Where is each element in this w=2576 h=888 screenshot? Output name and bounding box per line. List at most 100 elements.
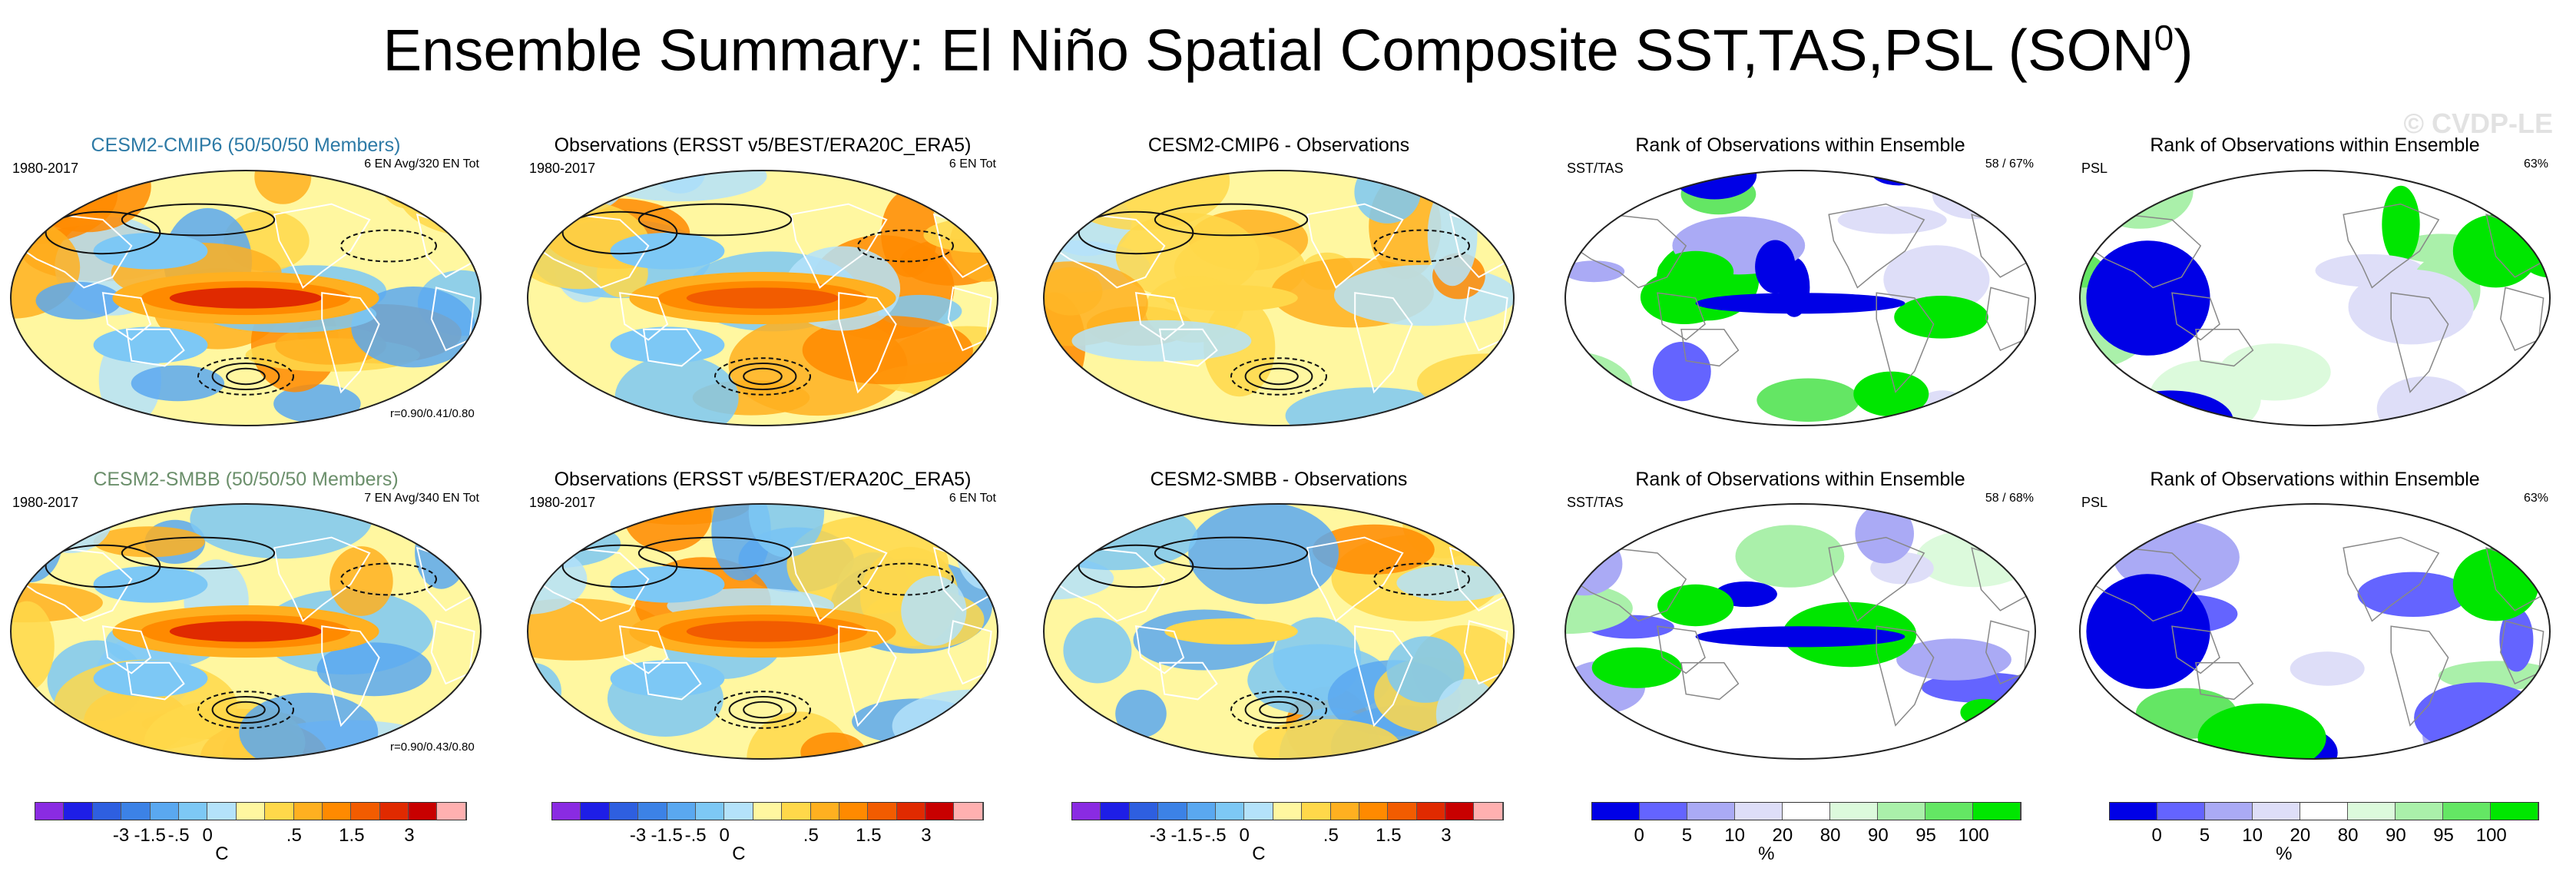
rank-patch-major <box>2086 574 2210 689</box>
rank-patch-major <box>2452 548 2539 621</box>
colorbar-segment <box>64 803 93 820</box>
psl-contour <box>1259 701 1299 719</box>
panel-right-label: 58 / 68% <box>1985 492 2034 505</box>
rank-patch-major <box>1695 626 1906 648</box>
map-border <box>526 170 999 426</box>
coastline <box>1828 203 1925 289</box>
diff-patch <box>1164 285 1298 311</box>
anomaly-patch <box>881 190 938 277</box>
colorbar <box>551 802 984 820</box>
psl-contour <box>637 203 793 237</box>
colorbar-segment <box>1129 803 1159 820</box>
colorbar-segment <box>552 803 581 820</box>
enso-tongue-core <box>169 287 323 309</box>
anomaly-patch <box>1435 678 1501 750</box>
main-title-close: ) <box>2174 18 2194 84</box>
rank-patch <box>1855 504 1915 564</box>
colorbar-units: % <box>1758 843 1775 864</box>
coastline <box>1680 329 1740 367</box>
colorbar-segment <box>1973 803 2021 820</box>
rank-patch <box>1565 260 1625 283</box>
colorbar-segment <box>437 803 466 820</box>
colorbar <box>1071 802 1504 820</box>
rank-patch <box>1735 525 1845 588</box>
colorbar <box>1591 802 2021 820</box>
anomaly-patch <box>624 504 712 552</box>
colorbar-segment <box>1687 803 1735 820</box>
psl-contour <box>211 696 280 724</box>
panel-left-label: SST/TAS <box>1567 161 1624 176</box>
psl-contour <box>121 536 276 570</box>
colorbar-tick-label: 3 <box>1441 825 1452 846</box>
coastline <box>1828 536 1925 622</box>
enso-tongue-core <box>686 621 839 642</box>
coastline <box>321 292 380 394</box>
colorbar-tick-label: 0 <box>719 825 730 846</box>
colorbar-segment <box>1783 803 1830 820</box>
psl-contour <box>743 367 783 386</box>
colorbar-tick-label: 0 <box>2151 825 2162 846</box>
coastline <box>1463 620 1508 685</box>
rank-patch <box>1853 371 1929 417</box>
colorbar-segment <box>638 803 667 820</box>
coastline <box>2195 329 2254 367</box>
colorbar-tick-label: -3 <box>629 825 647 846</box>
panel-correlation: r=0.90/0.41/0.80 <box>390 407 475 420</box>
psl-contour <box>1230 691 1327 729</box>
main-title: Ensemble Summary: El Niño Spatial Compos… <box>0 17 2576 84</box>
coastline <box>1158 661 1218 701</box>
rank-patch-major <box>1657 584 1734 627</box>
psl-contour <box>1230 357 1327 396</box>
coastline <box>947 620 992 685</box>
diff-patch <box>1164 618 1298 644</box>
anomaly-patch <box>329 546 393 616</box>
coastline <box>1657 625 1706 674</box>
colorbar-tick-label: 100 <box>2475 825 2507 846</box>
panel-title: CESM2-SMBB - Observations <box>1150 469 1408 490</box>
psl-contour <box>1244 363 1313 390</box>
colorbar-tick-label: 95 <box>2433 825 2454 846</box>
colorbar-segment <box>2253 803 2300 820</box>
rank-patch <box>2452 392 2550 426</box>
colorbar-units: C <box>1252 843 1266 864</box>
psl-contour <box>857 229 954 263</box>
colorbar-tick-label: 3 <box>404 825 415 846</box>
map-border <box>9 170 482 426</box>
coastline <box>1306 536 1404 622</box>
panel-title: CESM2-CMIP6 (50/50/50 Members) <box>91 134 401 156</box>
map-rank_sst <box>1564 503 2037 760</box>
rank-patch <box>2382 185 2420 263</box>
map-rank_psl <box>2078 170 2551 426</box>
colorbar-segment <box>293 803 323 820</box>
rank-patch <box>2499 608 2534 672</box>
colorbar-tick-label: -.5 <box>684 825 707 846</box>
colorbar-segment <box>1215 803 1245 820</box>
coastline <box>430 620 475 685</box>
psl-contour <box>226 701 266 719</box>
panel-title: Observations (ERSST v5/BEST/ERA20C_ERA5) <box>554 469 972 490</box>
coastline <box>2390 625 2449 727</box>
panel-right-label: 7 EN Avg/340 EN Tot <box>364 492 479 505</box>
map-border <box>9 503 482 760</box>
coastline <box>273 536 371 622</box>
coastline <box>947 287 992 352</box>
coastline <box>642 328 702 367</box>
colorbar-segment <box>839 803 869 820</box>
colorbar-segment <box>2300 803 2348 820</box>
colorbar-segment <box>1302 803 1331 820</box>
cool-lobe-north <box>93 233 208 270</box>
psl-contour <box>1259 367 1299 386</box>
map-composite <box>9 170 482 426</box>
coastline <box>101 292 152 341</box>
colorbar-tick-label: 80 <box>1819 825 1841 846</box>
map-rank_psl <box>2078 503 2551 760</box>
coastline <box>1985 287 2030 351</box>
colorbar-segment <box>1416 803 1446 820</box>
cool-lobe-north <box>93 566 208 603</box>
rank-patch <box>1619 509 1657 536</box>
colorbar-tick-label: -.5 <box>1204 825 1227 846</box>
panel-right-label: 63% <box>2523 492 2548 505</box>
colorbar-segment <box>609 803 639 820</box>
coastline <box>125 661 185 701</box>
colorbar-tick-label: 90 <box>2385 825 2406 846</box>
